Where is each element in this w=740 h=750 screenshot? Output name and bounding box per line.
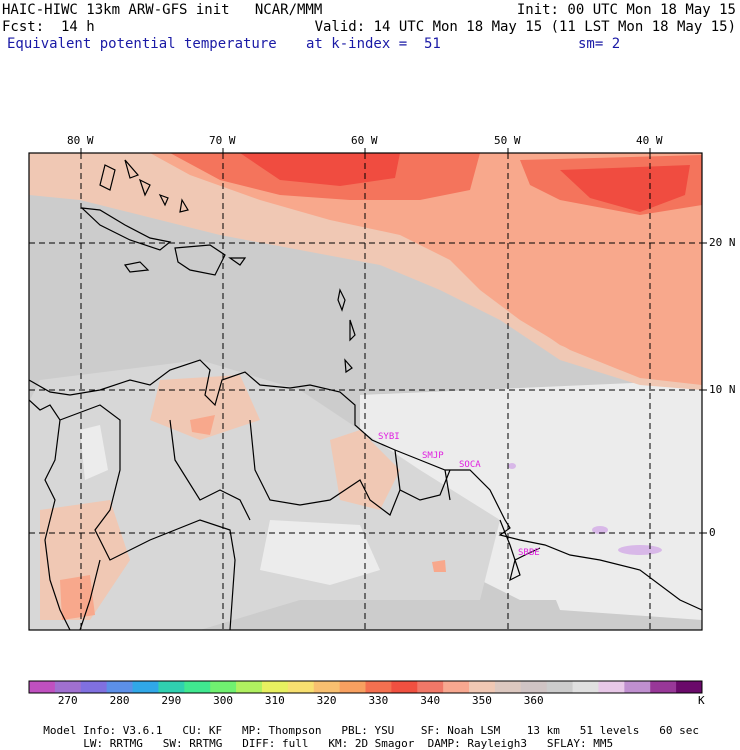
lon-label-60w: 60 W — [351, 134, 378, 147]
footer-cu: CU: KF — [182, 724, 223, 737]
footer-km: KM: 2D Smagor — [328, 737, 415, 750]
footer-pbl: PBL: YSU — [341, 724, 395, 737]
footer-model-info: Model Info: V3.6.1 — [43, 724, 163, 737]
footer-sf: SF: Noah LSM — [420, 724, 501, 737]
lon-label-40w: 40 W — [636, 134, 663, 147]
footer-timestep: 60 sec — [659, 724, 700, 737]
footer-res: 13 km — [526, 724, 560, 737]
colorbar-tick-label: 280 — [109, 694, 130, 707]
colorbar-tick-label: 310 — [264, 694, 285, 707]
theta-e-field — [29, 153, 702, 630]
colorbar-unit: K — [698, 694, 705, 707]
coastlines — [29, 159, 702, 630]
colorbar-swatch — [339, 681, 366, 693]
colorbar-swatch — [132, 681, 159, 693]
colorbar-swatch — [236, 681, 263, 693]
colorbar-swatch — [106, 681, 134, 693]
footer-sw: SW: RRTMG — [162, 737, 223, 750]
lat-label-10n: 10 N — [709, 383, 736, 396]
lon-label-70w: 70 W — [209, 134, 236, 147]
colorbar-tick-label: 320 — [316, 694, 337, 707]
level-info: at k-index = 51 — [306, 36, 441, 52]
footer-line-2: LW: RRTMG SW: RRTMG DIFF: full KM: 2D Sm… — [70, 724, 613, 750]
graticule — [29, 153, 702, 630]
footer-levels: 51 levels — [579, 724, 640, 737]
station-smjp: SMJP — [422, 451, 444, 461]
colorbar-tick-label: 350 — [471, 694, 492, 707]
colorbar-swatch — [469, 681, 496, 693]
colorbar-tick-label: 360 — [523, 694, 544, 707]
colorbar-tick-label: 290 — [161, 694, 182, 707]
colorbar-tick-label: 340 — [420, 694, 441, 707]
colorbar-swatch — [313, 681, 341, 693]
footer-sflay: SFLAY: MM5 — [546, 737, 614, 750]
colorbar-swatch — [650, 681, 677, 693]
init-time: Init: 00 UTC Mon 18 May 15 — [516, 2, 736, 18]
colorbar-swatch — [54, 681, 82, 693]
colorbar-swatch — [391, 681, 418, 693]
colorbar-swatch — [676, 681, 703, 693]
colorbar-swatch — [365, 681, 392, 693]
colorbar-swatch — [80, 681, 108, 693]
valid-time: Valid: 14 UTC Mon 18 May 15 (11 LST Mon … — [314, 19, 736, 35]
forecast-hour: Fcst: 14 h — [2, 19, 95, 35]
colorbar-swatch — [624, 681, 651, 693]
tick-marks — [80, 148, 707, 534]
lon-label-80w: 80 W — [67, 134, 94, 147]
station-sybi: SYBI — [378, 432, 400, 442]
lat-label-0: 0 — [709, 526, 716, 539]
footer-damp: DAMP: Rayleigh3 — [427, 737, 528, 750]
colorbar-swatch — [287, 681, 315, 693]
colorbar-swatch — [443, 681, 470, 693]
colorbar-swatch — [598, 681, 625, 693]
model-title: HAIC-HIWC 13km ARW-GFS init NCAR/MMM — [2, 2, 323, 18]
lon-label-50w: 50 W — [494, 134, 521, 147]
colorbar-tick-label: 300 — [213, 694, 233, 707]
colorbar-swatch — [520, 681, 548, 693]
colorbar-tick-label: 330 — [368, 694, 389, 707]
footer-mp: MP: Thompson — [241, 724, 322, 737]
colorbar — [28, 680, 703, 694]
colorbar-swatch — [417, 681, 444, 693]
colorbar-tick-label: 270 — [57, 694, 78, 707]
lat-label-20n: 20 N — [709, 236, 736, 249]
colorbar-swatch — [572, 681, 599, 693]
footer-lw: LW: RRTMG — [83, 737, 143, 750]
colorbar-swatch — [494, 681, 522, 693]
footer-diff: DIFF: full — [242, 737, 309, 750]
footer-line-1: Model Info: V3.6.1 CU: KF MP: Thompson P… — [30, 711, 699, 737]
smoothing-info: sm= 2 — [578, 36, 621, 52]
colorbar-frame — [28, 680, 703, 694]
colorbar-swatch — [29, 681, 56, 693]
colorbar-swatch — [184, 681, 211, 693]
colorbar-swatch — [261, 681, 289, 693]
colorbar-swatch — [546, 681, 574, 693]
station-sbbe: SBBE — [518, 548, 540, 558]
colorbar-swatch — [158, 681, 185, 693]
field-name: Equivalent potential temperature — [7, 36, 277, 52]
station-soca: SOCA — [459, 460, 481, 470]
colorbar-swatch — [210, 681, 237, 693]
